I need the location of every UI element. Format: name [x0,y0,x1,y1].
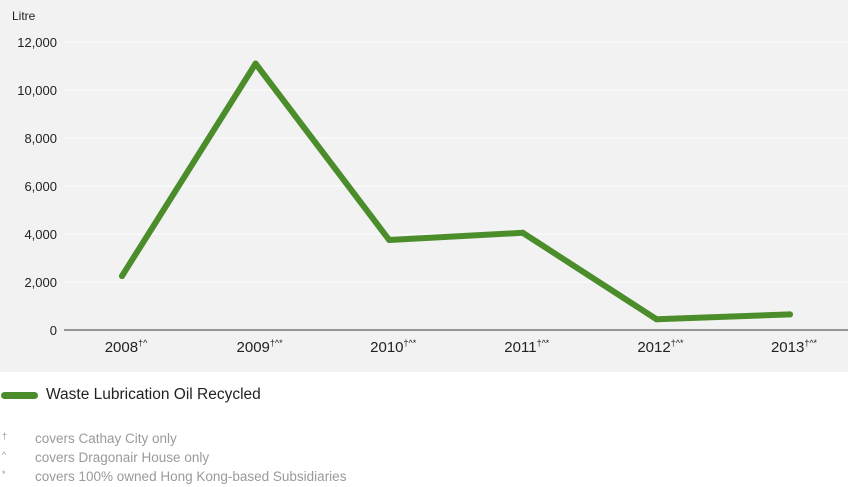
footnotes: † covers Cathay City only ^ covers Drago… [0,430,848,487]
footnote-row: ^ covers Dragonair House only [0,449,848,468]
footnote-symbol: ^ [2,450,7,460]
y-tick-label: 2,000 [24,275,57,290]
y-tick-label: 8,000 [24,131,57,146]
footnote-row: † covers Cathay City only [0,430,848,449]
legend-label: Waste Lubrication Oil Recycled [46,386,261,403]
data-point [119,273,125,279]
footnote-text: covers Dragonair House only [35,450,210,465]
x-tick-label: 2011†^* [504,338,549,356]
legend-swatch [1,391,38,399]
line-chart: Litre 02,0004,0006,0008,00010,00012,000 … [12,9,848,356]
y-tick-label: 0 [50,323,57,338]
y-tick-label: 4,000 [24,227,57,242]
data-point [519,229,526,236]
legend: Waste Lubrication Oil Recycled [0,384,261,406]
y-tick-label: 12,000 [17,35,57,50]
data-point [787,311,793,318]
x-tick-label: 2008†^ [105,338,148,356]
data-point [252,60,259,67]
x-tick-label: 2010†^* [370,338,417,356]
footnote-symbol: † [2,431,8,441]
y-tick-label: 6,000 [24,179,57,194]
data-point [386,237,393,243]
plot-area: Litre 0 2,000 4,000 6,000 8,000 10,000 12,000 … [0,0,848,372]
x-axis-ticks: 2008†^ 2009†^* 2010†^* 2011†^* 2012†^* 2013†^… [105,338,818,356]
footnote-row: * covers 100% owned Hong Kong-based Subs… [0,468,848,487]
footnote-symbol: * [2,469,6,479]
y-axis-ticks: 0 2,000 4,000 6,000 8,000 10,000 12,000 [17,35,57,338]
y-tick-label: 10,000 [17,83,57,98]
series-line [119,60,793,323]
footnote-text: covers Cathay City only [35,431,177,446]
series-layer [119,60,793,323]
x-tick-label: 2012†^* [637,338,684,356]
data-point [653,316,660,323]
x-tick-label: 2013†^* [771,338,818,356]
x-tick-label: 2009†^* [237,338,284,356]
footnote-text: covers 100% owned Hong Kong-based Subsid… [35,469,347,484]
y-unit-label: Litre [12,9,36,23]
